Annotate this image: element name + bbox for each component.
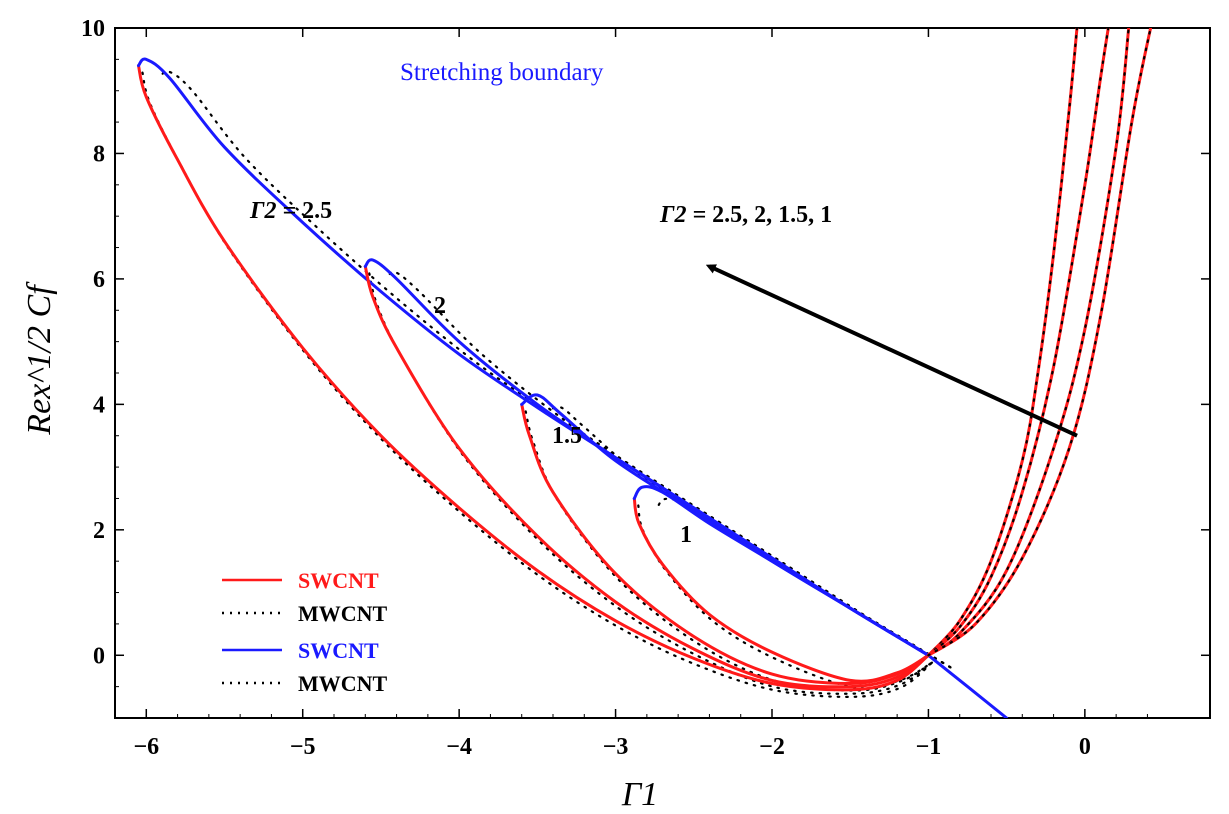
swcnt-right-branch-1 xyxy=(926,28,1153,657)
x-axis-title-text: Γ1 xyxy=(621,776,658,813)
y-axis-title-text: Rex^1/2 Cf xyxy=(21,281,58,436)
swcnt-lower-branch-2 xyxy=(363,264,930,689)
label-first-curve-value: 2.5 xyxy=(302,198,332,224)
swcnt-lower-branch-2.5 xyxy=(137,64,930,692)
legend-label-2: MWCNT xyxy=(298,601,388,626)
x-tick-label: −4 xyxy=(446,734,472,760)
swcnt-upper-branch-1 xyxy=(632,485,930,657)
y-tick-label: 8 xyxy=(93,141,105,167)
swcnt-right-branch-1.5 xyxy=(926,28,1131,657)
mwcnt-lower-branch-1.5 xyxy=(524,410,934,692)
legend-label-3: SWCNT xyxy=(298,638,379,663)
direction-arrow xyxy=(705,264,1078,438)
swcnt-lower-branch-1.5 xyxy=(520,402,930,686)
y-tick-label: 2 xyxy=(93,518,105,544)
mwcnt-lower-branch-2.5 xyxy=(141,71,934,698)
swcnt-right-branch-2.5 xyxy=(926,28,1079,657)
label-first-curve: Γ2 = 2.5 xyxy=(249,198,332,224)
axis-ticks: −6 −5 −4 −3 −2 −1 0 0 2 4 6 8 10 xyxy=(81,16,1210,760)
legend: SWCNT MWCNT SWCNT MWCNT xyxy=(222,568,388,696)
legend-label-1: SWCNT xyxy=(298,568,379,593)
y-tick-label: 0 xyxy=(93,643,105,669)
mwcnt-upper-branch-1 xyxy=(655,497,952,669)
x-tick-label: −3 xyxy=(603,734,629,760)
x-tick-label: −6 xyxy=(133,734,159,760)
mwcnt-lower-branch-2 xyxy=(368,272,934,695)
mwcnt-right-branch-2.5 xyxy=(927,28,1079,657)
mwcnt-upper-branch-2.5 xyxy=(159,69,952,669)
mwcnt-right-branch-1.5 xyxy=(927,28,1130,657)
arrow-annotation: Γ2 = 2.5, 2, 1.5, 1 xyxy=(659,202,832,228)
swcnt-upper-branch-2.5 xyxy=(137,57,930,657)
label-curve-1-5: 1.5 xyxy=(552,423,582,449)
x-tick-label: −1 xyxy=(916,734,942,760)
blue-tail xyxy=(926,653,1009,718)
x-tick-label: −2 xyxy=(759,734,785,760)
swcnt-upper-branch-2 xyxy=(363,258,930,657)
arrow-annotation-values: 2.5, 2, 1.5, 1 xyxy=(712,202,832,228)
swcnt-upper-branch-1.5 xyxy=(520,393,930,657)
label-curve-1: 1 xyxy=(680,522,692,548)
x-tick-label: −5 xyxy=(290,734,316,760)
y-tick-label: 6 xyxy=(93,267,105,293)
curves-group xyxy=(137,28,1153,718)
mwcnt-right-branch-2 xyxy=(927,28,1110,657)
arrow-annotation-prefix: Γ2 = xyxy=(659,202,712,228)
mwcnt-right-branch-1 xyxy=(927,28,1152,657)
y-tick-label: 10 xyxy=(81,16,105,42)
x-tick-label: 0 xyxy=(1079,734,1091,760)
y-axis-title: Rex^1/2 Cf xyxy=(21,281,58,436)
mwcnt-upper-branch-2 xyxy=(386,270,952,669)
label-curve-2: 2 xyxy=(434,293,446,319)
label-first-curve-prefix: Γ2 = xyxy=(249,198,302,224)
mwcnt-upper-branch-1.5 xyxy=(542,405,952,669)
swcnt-lower-branch-1 xyxy=(632,497,930,683)
legend-label-4: MWCNT xyxy=(298,671,388,696)
chart-title: Stretching boundary xyxy=(400,59,604,86)
y-tick-label: 4 xyxy=(93,392,105,418)
x-axis-title: Γ1 xyxy=(621,776,658,813)
